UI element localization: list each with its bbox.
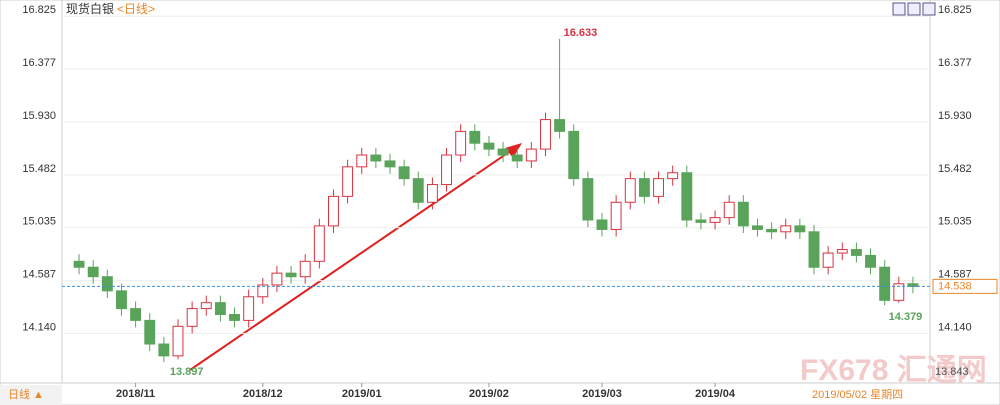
candle-body [243, 296, 255, 321]
candle-body [229, 313, 240, 321]
x-tick-label: 2018/11 [116, 388, 155, 400]
x-tick-label: 2019/01 [342, 388, 382, 400]
candle-body [116, 290, 127, 310]
candle-body [299, 260, 311, 278]
annotation-low: 13.897 [170, 366, 204, 378]
candle-body [554, 119, 566, 132]
candle-body [356, 154, 368, 168]
x-tick-label: 2019/02 [469, 388, 509, 400]
candle-body [780, 225, 792, 233]
candle-body [257, 284, 269, 298]
y-tick-label: 14.140 [22, 321, 56, 333]
y-tick-label: 16.825 [22, 4, 56, 16]
candle-body [186, 308, 198, 327]
candle-body [328, 195, 339, 227]
candle-body [865, 254, 876, 268]
x-tick-label: 2019/03 [582, 388, 622, 400]
last-price-box [932, 278, 998, 294]
candle-body [681, 172, 693, 221]
candle-body [794, 225, 806, 233]
zoom-button[interactable] [892, 2, 906, 16]
annotation-recent-low: 14.379 [889, 311, 923, 323]
candle-body [384, 160, 396, 168]
period-button-bg[interactable] [0, 385, 62, 405]
candle-body [540, 119, 551, 150]
x-tick-label: 2018/12 [243, 388, 283, 400]
candle-body [822, 252, 834, 268]
y-tick-label-right: 16.825 [938, 4, 972, 16]
candle-body [808, 231, 820, 268]
candle-body [497, 148, 509, 156]
candle-body [342, 166, 354, 197]
candle-body [723, 201, 735, 219]
y-tick-label-right: 15.035 [938, 216, 972, 228]
candle-body [483, 142, 495, 150]
candle-body [766, 228, 778, 233]
forward-button[interactable] [922, 2, 936, 16]
candle-body [172, 325, 184, 357]
candle-body [214, 302, 226, 315]
candle-body [426, 184, 438, 203]
candle-body [441, 154, 452, 186]
candle-body [653, 178, 664, 197]
last-price-label: 14.538 [938, 280, 972, 292]
candle-body [271, 272, 283, 286]
candle-body [455, 130, 467, 156]
candle-body [568, 130, 580, 180]
candle-body [624, 178, 636, 203]
candle-body [596, 219, 608, 230]
candle-body [695, 219, 707, 223]
candle-body [200, 302, 212, 310]
candle-body [582, 178, 594, 221]
candle-body [144, 319, 156, 345]
arrow-head [505, 143, 522, 158]
y-tick-label-right: 16.377 [938, 57, 972, 69]
x-tick-label: 2019/04 [695, 388, 736, 400]
y-tick-label-right: 14.587 [938, 268, 972, 280]
period-subtitle: <日线> [117, 2, 155, 16]
candle-body [752, 225, 763, 230]
candle-body [313, 225, 325, 262]
candle-body [285, 272, 297, 278]
y-tick-label: 14.587 [22, 268, 56, 280]
candle-body [370, 154, 382, 162]
candle-body [709, 217, 721, 223]
toolbar [892, 2, 936, 16]
candle-body [412, 178, 424, 203]
y-tick-label-right: 14.140 [938, 321, 972, 333]
candle-body [893, 283, 905, 301]
back-button[interactable] [907, 2, 921, 16]
candle-body [130, 308, 142, 321]
candle-body [158, 343, 170, 357]
y-tick-label-right: 15.482 [938, 163, 972, 175]
y-tick-label: 16.377 [22, 57, 56, 69]
candle-body [879, 266, 891, 301]
candle-body [101, 276, 113, 292]
candle-body [667, 172, 679, 180]
watermark: FX678 汇通网 [800, 354, 987, 387]
candle-body [398, 166, 410, 180]
date-readout: 2019/05/02 星期四 [812, 388, 903, 401]
candle-body [73, 260, 85, 268]
candle-body [737, 201, 749, 227]
candle-body [836, 249, 848, 254]
y-tick-label: 15.035 [22, 216, 56, 228]
candle-body [469, 130, 481, 144]
annotation-high: 16.633 [564, 27, 598, 39]
candle-body [525, 148, 537, 162]
chart-title: 现货白银 [66, 1, 114, 16]
y-tick-label: 15.930 [22, 110, 56, 122]
candle-body [850, 249, 862, 256]
y-tick-label-right: 15.930 [938, 110, 972, 122]
cursor-value: 13.843 [935, 366, 969, 378]
candle-body [511, 154, 523, 162]
candle-body [638, 178, 650, 197]
candle-body [87, 266, 99, 278]
period-button[interactable]: 日线 ▲ [8, 387, 44, 401]
candle-body [610, 201, 622, 230]
y-tick-label: 15.482 [22, 163, 56, 175]
